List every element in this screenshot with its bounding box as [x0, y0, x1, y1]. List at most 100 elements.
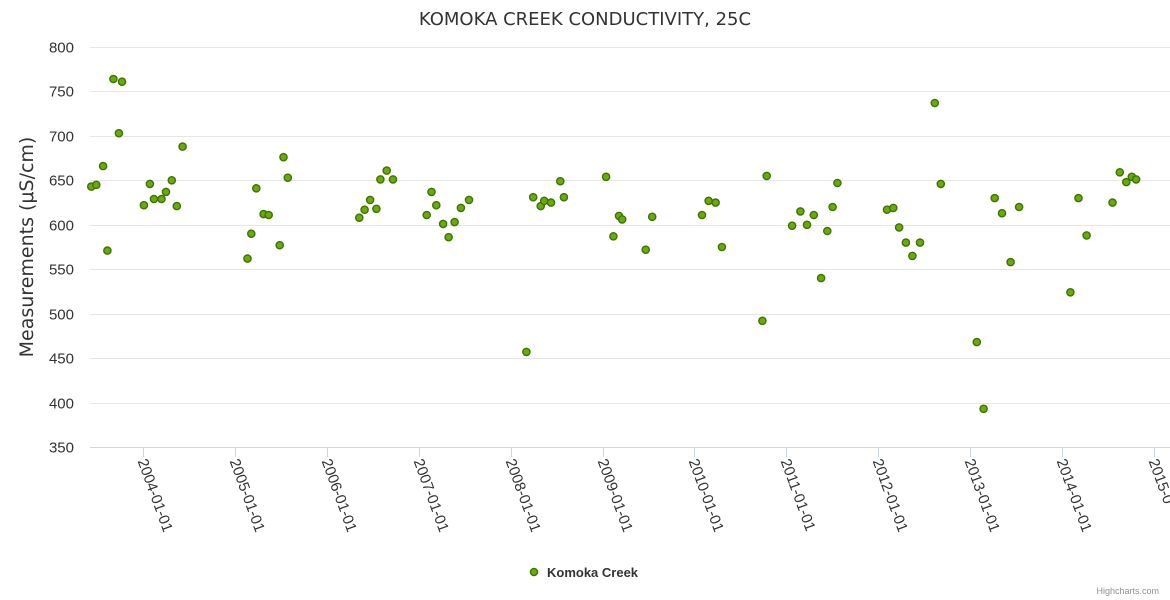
- data-point[interactable]: [559, 192, 569, 202]
- data-point[interactable]: [617, 215, 627, 224]
- data-point[interactable]: [1115, 167, 1125, 177]
- data-point[interactable]: [103, 246, 112, 255]
- data-point[interactable]: [1108, 198, 1117, 207]
- data-point[interactable]: [901, 238, 911, 247]
- data-point[interactable]: [990, 193, 1000, 203]
- x-tick-label: 2009-01-01: [594, 457, 636, 535]
- x-tick-label: 2005-01-01: [226, 457, 268, 535]
- data-point[interactable]: [997, 208, 1007, 218]
- data-point[interactable]: [246, 229, 256, 238]
- data-point[interactable]: [450, 217, 459, 227]
- data-point[interactable]: [109, 74, 118, 84]
- data-point[interactable]: [243, 254, 252, 263]
- data-point[interactable]: [647, 212, 657, 222]
- data-point[interactable]: [167, 175, 177, 185]
- data-point[interactable]: [758, 316, 767, 326]
- chart-title: KOMOKA CREEK CONDUCTIVITY, 25C: [419, 9, 751, 30]
- data-point[interactable]: [251, 183, 261, 193]
- data-point[interactable]: [796, 207, 805, 216]
- y-axis-label: Measurements (μS/cm): [16, 137, 38, 358]
- data-point[interactable]: [711, 198, 720, 207]
- data-point[interactable]: [833, 178, 842, 188]
- data-point[interactable]: [641, 245, 651, 254]
- data-point[interactable]: [697, 210, 707, 220]
- data-point[interactable]: [1122, 177, 1131, 187]
- credits-link[interactable]: Highcharts.com: [1096, 586, 1159, 596]
- y-tick-label: 750: [49, 84, 74, 101]
- y-tick-label: 350: [49, 440, 74, 457]
- data-point[interactable]: [145, 179, 155, 189]
- data-point[interactable]: [972, 337, 982, 347]
- data-point[interactable]: [1006, 257, 1015, 267]
- data-point[interactable]: [816, 273, 826, 283]
- data-point[interactable]: [1131, 175, 1141, 184]
- data-point[interactable]: [456, 203, 466, 213]
- y-tick-label: 400: [49, 396, 74, 413]
- data-point[interactable]: [264, 210, 274, 220]
- y-tick-label: 500: [49, 307, 74, 324]
- data-point[interactable]: [802, 220, 812, 230]
- data-point[interactable]: [894, 223, 904, 232]
- data-point[interactable]: [117, 77, 127, 86]
- data-point[interactable]: [283, 173, 293, 182]
- x-tick-label: 2004-01-01: [134, 457, 176, 535]
- data-point[interactable]: [372, 204, 381, 214]
- data-point[interactable]: [464, 195, 474, 205]
- data-point[interactable]: [178, 142, 187, 151]
- y-tick-label: 450: [49, 351, 74, 368]
- data-point[interactable]: [388, 175, 398, 184]
- x-tick-label: 2012-01-01: [869, 457, 911, 535]
- data-point[interactable]: [376, 175, 385, 184]
- data-point[interactable]: [546, 198, 556, 207]
- data-point[interactable]: [157, 194, 166, 204]
- data-point[interactable]: [528, 192, 538, 202]
- data-point[interactable]: [354, 213, 364, 222]
- data-point[interactable]: [556, 176, 565, 186]
- legend-item-komoka-creek[interactable]: Komoka Creek: [547, 565, 639, 580]
- data-point[interactable]: [787, 221, 797, 230]
- data-point[interactable]: [92, 180, 101, 190]
- series-komoka-creek[interactable]: [87, 74, 1141, 414]
- data-point[interactable]: [915, 238, 925, 247]
- data-point[interactable]: [275, 240, 285, 250]
- data-point[interactable]: [1082, 231, 1091, 240]
- data-point[interactable]: [936, 179, 946, 189]
- data-point[interactable]: [382, 166, 392, 175]
- data-point[interactable]: [828, 202, 837, 212]
- data-point[interactable]: [704, 196, 713, 206]
- data-point[interactable]: [172, 201, 182, 211]
- data-point[interactable]: [161, 187, 171, 197]
- data-point[interactable]: [539, 196, 549, 206]
- x-tick-label: 2007-01-01: [410, 457, 452, 535]
- data-point[interactable]: [279, 152, 288, 162]
- data-point[interactable]: [823, 226, 832, 236]
- data-point[interactable]: [979, 404, 988, 414]
- data-point[interactable]: [930, 98, 940, 108]
- data-point[interactable]: [444, 232, 453, 242]
- data-point[interactable]: [609, 231, 618, 241]
- data-point[interactable]: [431, 200, 441, 210]
- y-tick-label: 700: [49, 129, 74, 146]
- data-point[interactable]: [717, 242, 727, 252]
- data-point[interactable]: [114, 128, 124, 138]
- data-point[interactable]: [1066, 287, 1075, 297]
- data-point[interactable]: [908, 251, 917, 261]
- data-point[interactable]: [98, 161, 108, 171]
- data-point[interactable]: [1014, 202, 1024, 212]
- data-point[interactable]: [149, 194, 159, 204]
- data-point[interactable]: [422, 210, 432, 220]
- data-point[interactable]: [522, 347, 531, 357]
- data-point[interactable]: [1074, 193, 1083, 203]
- data-point[interactable]: [360, 205, 369, 214]
- data-point[interactable]: [438, 219, 448, 229]
- data-point[interactable]: [427, 187, 436, 197]
- y-axis: 350 400 450 500 550 600 650 700 750 800: [49, 40, 74, 457]
- data-point[interactable]: [365, 195, 375, 205]
- legend-marker-icon: [529, 567, 539, 577]
- legend[interactable]: Komoka Creek: [529, 565, 639, 580]
- data-point[interactable]: [601, 172, 611, 182]
- data-point[interactable]: [139, 200, 149, 210]
- data-point[interactable]: [889, 203, 898, 213]
- data-point[interactable]: [809, 210, 819, 220]
- data-point[interactable]: [762, 171, 772, 181]
